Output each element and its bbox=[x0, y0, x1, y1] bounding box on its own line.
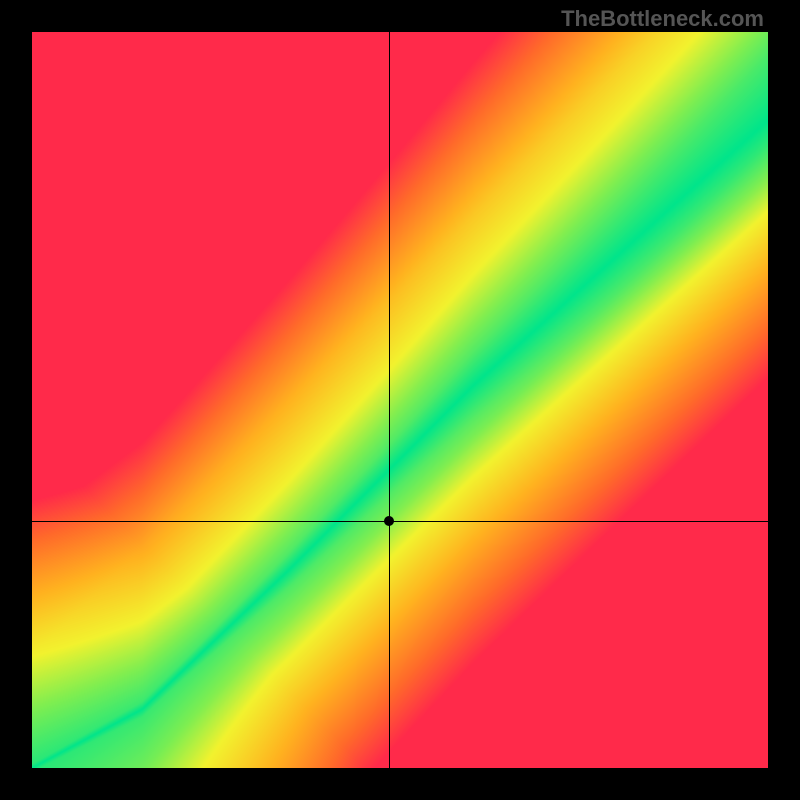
crosshair-vertical-line bbox=[389, 32, 390, 768]
watermark-text: TheBottleneck.com bbox=[561, 6, 764, 32]
chart-container: { "watermark": { "text": "TheBottleneck.… bbox=[0, 0, 800, 800]
bottleneck-heatmap bbox=[32, 32, 768, 768]
crosshair-horizontal-line bbox=[32, 521, 768, 522]
